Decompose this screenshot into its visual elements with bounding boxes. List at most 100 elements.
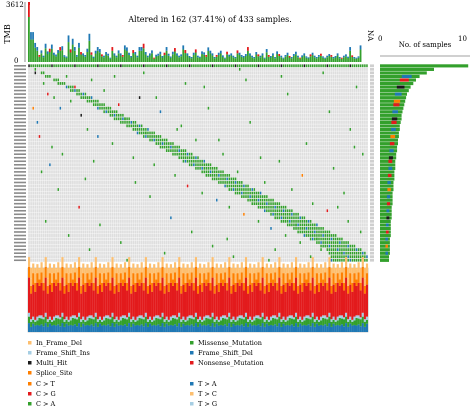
- tmb-bar: [265, 52, 268, 62]
- mutation-cell: [109, 106, 112, 110]
- titv-bar-c-a: [53, 316, 56, 321]
- titv-bar-fill: [342, 268, 346, 276]
- titv-bar-c-g: [75, 319, 79, 327]
- tmb-bar: [345, 56, 347, 62]
- mutation-cell: [124, 117, 126, 121]
- titv-bar-c-a: [249, 316, 252, 320]
- gene-label: [14, 110, 26, 113]
- titv-bar-c-a: [55, 315, 58, 318]
- titv-bar-t-a: [80, 293, 83, 320]
- titv-bar-t-g: [121, 269, 125, 280]
- mutation-cell: [341, 244, 343, 248]
- titv-bar-fill: [334, 268, 337, 274]
- titv-bar-c-t: [144, 323, 147, 332]
- gene-label: [14, 139, 26, 141]
- mutation-cell: [353, 255, 356, 259]
- titv-bar-t-c: [115, 273, 118, 285]
- mutation-cell: [84, 92, 87, 96]
- mutation-cell: [201, 64, 203, 68]
- titv-bar-t-c: [355, 279, 358, 286]
- mutation-cell: [337, 258, 339, 262]
- titv-bar-t-c: [113, 285, 116, 294]
- mutation-cell: [155, 138, 158, 142]
- gene-bar: [380, 99, 406, 103]
- titv-bar-t-a: [57, 282, 60, 316]
- titv-bar-c-a: [176, 317, 179, 320]
- titv-bar-t-c: [265, 273, 268, 285]
- titv-bar-c-t: [305, 325, 308, 332]
- tmb-bar-segment: [165, 47, 168, 51]
- titv-bar-t-g: [324, 262, 327, 273]
- mutation-cell: [264, 181, 266, 184]
- titv-bar-t-g: [280, 278, 283, 286]
- mutation-cell: [143, 131, 145, 135]
- gene-label: [14, 220, 26, 223]
- mutation-cell: [266, 64, 268, 68]
- titv-bar-c-t: [92, 326, 95, 332]
- tmb-bar-segment: [186, 53, 189, 56]
- tmb-bar: [159, 54, 162, 62]
- titv-bar-c-t: [340, 324, 344, 332]
- titv-bar-t-c: [178, 266, 181, 278]
- mutation-cell: [320, 237, 322, 241]
- titv-bar-c-t: [215, 323, 218, 332]
- mutation-cell: [124, 120, 126, 124]
- gene-label: [14, 93, 26, 95]
- gene-bar-segment: [399, 78, 409, 82]
- titv-bar-t-a: [32, 284, 35, 317]
- titv-bar-fill: [163, 268, 166, 279]
- titv-bar-t-c: [334, 282, 337, 292]
- mutation-cell: [182, 156, 185, 160]
- mutation-cell: [209, 64, 212, 68]
- mutation-cell: [318, 230, 320, 234]
- titv-bar-c-g: [351, 321, 354, 326]
- legend-variant-swatch: [28, 361, 32, 365]
- tmb-bar-segment: [265, 49, 268, 53]
- titv-bar-c-a: [123, 315, 127, 319]
- na-cell: [370, 103, 374, 107]
- tmb-bar: [269, 57, 272, 62]
- titv-bar-t-g: [286, 264, 289, 274]
- titv-bar-c-a: [194, 312, 198, 317]
- titv-bar-c-g: [96, 321, 99, 327]
- titv-bar-c-g: [236, 320, 239, 325]
- mutation-cell: [157, 138, 160, 142]
- tmb-bar: [130, 57, 132, 62]
- titv-bar-c-t: [278, 323, 281, 332]
- tmb-bar: [242, 57, 245, 62]
- titv-bar-t-g: [311, 257, 314, 267]
- na-cell: [370, 198, 374, 202]
- na-cell: [370, 230, 374, 234]
- titv-bar-t-g: [322, 269, 325, 280]
- tmb-bar-segment: [301, 55, 304, 58]
- gene-bar-segment: [401, 74, 412, 79]
- titv-bar-c-a: [259, 317, 262, 320]
- titv-bar-c-g: [365, 319, 369, 324]
- mutation-cell: [78, 92, 80, 96]
- titv-bar-fill: [92, 268, 95, 276]
- mutation-cell: [113, 110, 116, 114]
- mutation-cell: [278, 159, 281, 163]
- titv-bar-c-t: [140, 324, 143, 332]
- mutation-cell: [247, 191, 249, 195]
- titv-bar-c-a: [84, 319, 87, 322]
- mutation-cell: [278, 216, 281, 220]
- mutation-cell: [280, 209, 283, 213]
- titv-bar-t-a: [274, 282, 277, 316]
- titv-bar-c-a: [196, 319, 200, 322]
- titv-bar-t-a: [86, 282, 89, 317]
- titv-bar-t-a: [320, 282, 323, 317]
- tmb-bar-segment: [28, 2, 30, 17]
- titv-bar-c-g: [194, 316, 198, 324]
- gene-bar: [380, 117, 402, 121]
- mutation-cell: [345, 255, 347, 259]
- tmb-bar: [196, 57, 199, 62]
- titv-bar-c-t: [334, 325, 337, 332]
- mutation-cell: [218, 181, 220, 184]
- mutation-cell: [209, 174, 212, 177]
- titv-bar-t-c: [313, 285, 316, 294]
- mutation-cell: [334, 255, 337, 259]
- tmb-bar-segment: [303, 53, 306, 56]
- titv-bar-t-a: [238, 285, 241, 316]
- mutation-cell: [326, 230, 329, 234]
